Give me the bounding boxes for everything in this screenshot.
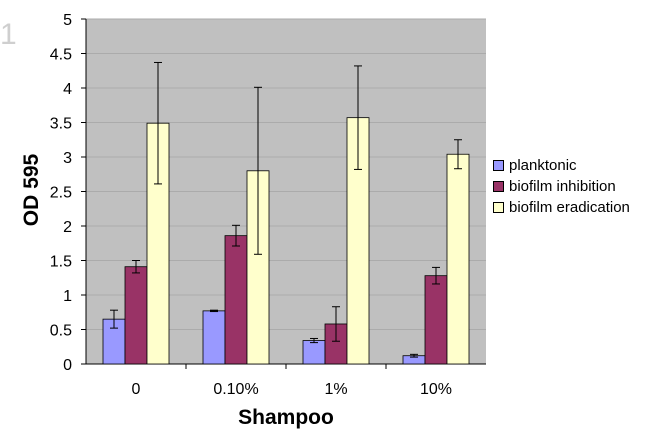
bar-planktonic	[202, 310, 226, 365]
legend-item-planktonic: planktonic	[493, 155, 630, 176]
y-tick-label: 4.5	[50, 47, 72, 64]
y-tick-label: 0	[63, 357, 72, 374]
y-axis-title: OD 595	[20, 153, 43, 227]
bar-biofilm-inhibition	[124, 266, 148, 365]
y-tick-label: 2	[63, 219, 72, 236]
bar-biofilm-inhibition	[224, 235, 248, 365]
legend-swatch-planktonic	[493, 160, 504, 171]
legend-swatch-biofilm-inhibition	[493, 181, 504, 192]
y-tick-label: 3	[63, 150, 72, 167]
x-axis-title: Shampoo	[238, 406, 334, 429]
x-tick-label: 0.10%	[213, 381, 258, 398]
y-tick-label: 2.5	[50, 185, 72, 202]
y-tick-label: 3.5	[50, 116, 72, 133]
y-tick-label: 1.5	[50, 254, 72, 271]
x-tick-label: 0	[132, 381, 141, 398]
y-tick-label: 0.5	[50, 323, 72, 340]
legend-swatch-biofilm-eradication	[493, 202, 504, 213]
bar-biofilm-eradication	[446, 153, 470, 365]
legend-item-biofilm-eradication: biofilm eradication	[493, 197, 630, 218]
corner-mark: 1	[0, 18, 17, 51]
legend-label-biofilm-inhibition: biofilm inhibition	[509, 178, 616, 195]
y-tick-label: 1	[63, 288, 72, 305]
bar-planktonic	[302, 340, 326, 365]
legend: planktonic biofilm inhibition biofilm er…	[493, 155, 630, 218]
x-tick-label: 1%	[324, 381, 347, 398]
legend-label-planktonic: planktonic	[509, 157, 577, 174]
legend-label-biofilm-eradication: biofilm eradication	[509, 199, 630, 216]
x-tick-label: 10%	[420, 381, 452, 398]
legend-item-biofilm-inhibition: biofilm inhibition	[493, 176, 630, 197]
y-tick-label: 5	[63, 12, 72, 29]
y-axis-title-box: OD 595	[2, 130, 62, 250]
bar-biofilm-inhibition	[424, 275, 448, 365]
y-tick-label: 4	[63, 81, 72, 98]
